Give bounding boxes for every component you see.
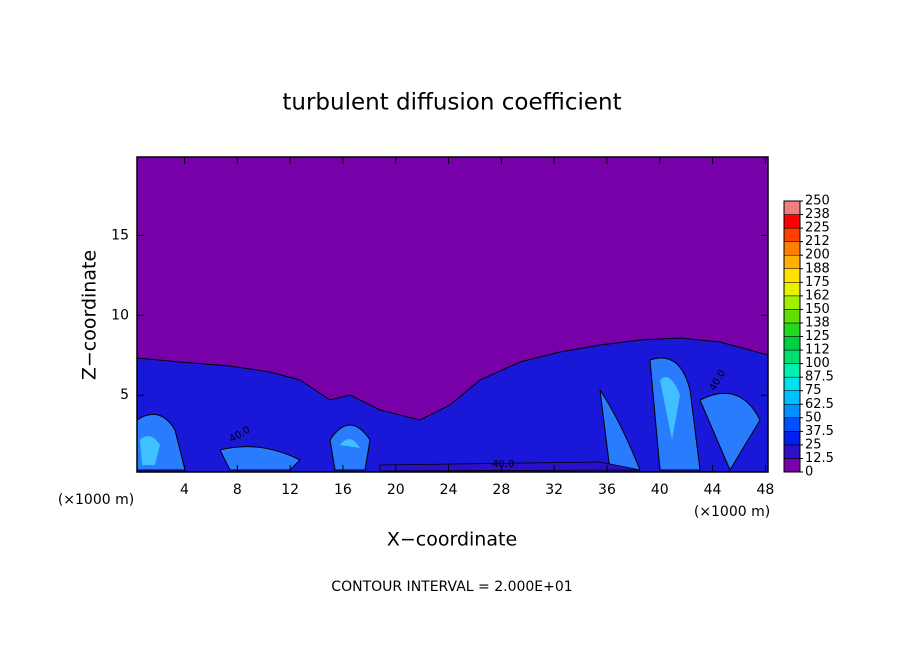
x-tick-label: 36 [598,482,616,498]
x-axis-label: X−coordinate [387,529,517,551]
y-tick-label: 10 [111,307,129,323]
colorbar-tick-label: 50 [805,410,822,425]
contour-label: 40.0 [492,459,514,470]
colorbar-swatch [783,336,801,351]
x-tick-label: 32 [545,482,563,498]
colorbar-tick-label: 62.5 [805,397,834,412]
colorbar-swatch [783,404,801,419]
colorbar-frame [783,200,801,473]
x-tick-label: 12 [281,482,299,498]
x-tick-label: 28 [492,482,510,498]
colorbar-tick-label: 162 [805,288,830,303]
y-tick-label: 15 [111,227,129,243]
y-tick-label: 5 [120,387,129,403]
colorbar-tick-label: 138 [805,315,830,330]
colorbar-tick-label: 250 [805,194,830,209]
colorbar-tick-label: 175 [805,275,830,290]
plot-frame [136,156,769,473]
colorbar-tick-label: 200 [805,248,830,263]
chart-title: turbulent diffusion coefficient [282,90,621,116]
colorbar-tick-label: 150 [805,302,830,317]
x-tick-label: 48 [756,482,774,498]
x-tick-label: 20 [387,482,405,498]
x-tick-label: 8 [233,482,242,498]
x-tick-label: 44 [704,482,722,498]
colorbar-swatch [783,227,801,242]
colorbar-swatch [783,390,801,405]
colorbar-tick-label: 225 [805,221,830,236]
colorbar-tick-label: 125 [805,329,830,344]
x-unit-label: (×1000 m) [694,504,770,520]
field [136,157,769,473]
colorbar-tick-label: 212 [805,234,830,249]
x-tick-label: 4 [180,482,189,498]
colorbar-tick-label: 87.5 [805,370,834,385]
field-region [136,357,761,472]
colorbar-swatch [783,200,801,215]
colorbar-tick-label: 238 [805,207,830,222]
colorbar-swatch [783,309,801,324]
colorbar-swatch [783,376,801,391]
colorbar-swatch [783,431,801,446]
colorbar-swatch [783,417,801,432]
colorbar-tick-label: 112 [805,343,830,358]
colorbar-tick-label: 12.5 [805,451,834,466]
x-tick-label: 16 [334,482,352,498]
field-region [379,461,641,472]
colorbar-tick-label: 37.5 [805,424,834,439]
colorbar-swatch [783,295,801,310]
colorbar-tick-label: 75 [805,383,822,398]
colorbar-swatch [783,282,801,297]
footer: CONTOUR INTERVAL = 2.000E+01 [331,579,572,595]
colorbar-swatch [783,444,801,459]
colorbar-swatch [783,268,801,283]
colorbar-tick-label: 25 [805,437,822,452]
colorbar-tick-label: 0 [805,465,813,480]
y-unit-label: (×1000 m) [58,492,134,508]
x-tick-label: 40 [651,482,669,498]
colorbar-swatch [783,363,801,378]
x-tick-label: 24 [440,482,458,498]
colorbar-swatch [783,214,801,229]
colorbar-swatch [783,349,801,364]
y-axis-label: Z−coordinate [79,250,101,380]
colorbar-tick-label: 188 [805,261,830,276]
colorbar-swatch [783,241,801,256]
colorbar-swatch [783,458,801,473]
colorbar-swatch [783,322,801,337]
colorbar-tick-label: 100 [805,356,830,371]
colorbar-swatch [783,254,801,269]
